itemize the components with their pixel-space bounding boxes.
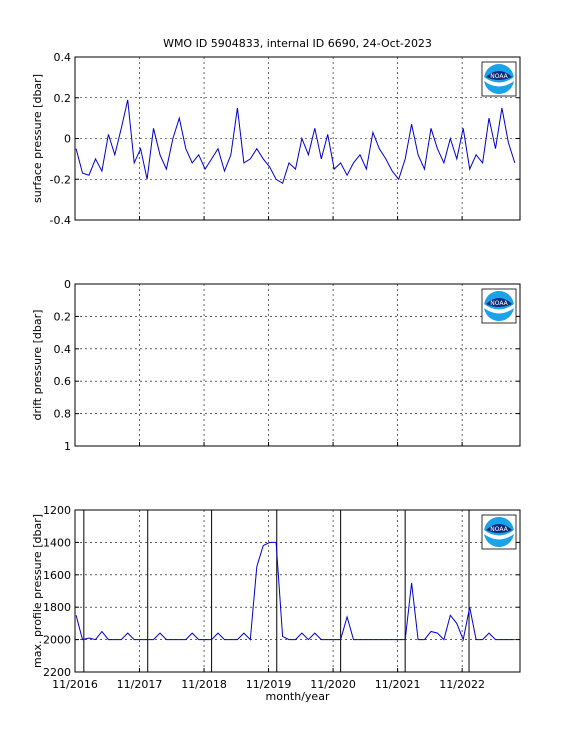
x-tick-label: 11/2019 [246, 678, 292, 691]
logo-text: NOAA [490, 526, 508, 533]
y-tick-label: 1400 [43, 536, 71, 549]
y-tick-label: 0.4 [54, 51, 72, 64]
y-axis-label: drift pressure [dbar] [31, 310, 44, 421]
logo-wave [484, 304, 514, 314]
plot-area [75, 284, 520, 446]
y-tick-label: 1600 [43, 569, 71, 582]
y-tick-label: 0 [64, 278, 71, 291]
y-tick-label: 0.2 [54, 92, 72, 105]
logo-bird [486, 71, 512, 80]
y-tick-label: -0.4 [50, 214, 71, 227]
x-tick-label: 11/2017 [117, 678, 163, 691]
x-tick-label: 11/2020 [310, 678, 356, 691]
y-tick-label: 0.6 [54, 375, 72, 388]
y-tick-label: 1800 [43, 601, 71, 614]
y-tick-label: 0.8 [54, 408, 72, 421]
data-line [75, 99, 516, 185]
chart-title: WMO ID 5904833, internal ID 6690, 24-Oct… [163, 37, 432, 50]
x-tick-label: 11/2016 [52, 678, 98, 691]
y-tick-label: 0.2 [54, 310, 72, 323]
data-line [75, 541, 515, 642]
logo-text: NOAA [490, 73, 508, 80]
y-tick-label: 0 [64, 133, 71, 146]
y-tick-label: 1200 [43, 504, 71, 517]
x-axis-label: month/year [266, 690, 330, 703]
plot-frame [74, 509, 521, 673]
logo-wave [484, 530, 514, 540]
logo-bird [486, 298, 512, 307]
y-tick-label: -0.2 [50, 173, 71, 186]
logo-bird [486, 524, 512, 533]
y-axis-label: surface pressure [dbar] [31, 74, 44, 203]
y-tick-label: 2200 [43, 666, 71, 679]
x-tick-label: 11/2018 [181, 678, 227, 691]
plot-area [75, 510, 520, 672]
plot-frame [74, 283, 521, 447]
y-tick-label: 2000 [43, 634, 71, 647]
y-tick-label: 1 [64, 440, 71, 453]
x-tick-label: 11/2021 [375, 678, 421, 691]
x-tick-label: 11/2022 [439, 678, 485, 691]
logo-wave [484, 77, 514, 87]
logo-text: NOAA [490, 300, 508, 307]
y-axis-label: max. profile pressure [dbar] [31, 514, 44, 668]
y-tick-label: 0.4 [54, 343, 72, 356]
plot-frame [74, 56, 521, 221]
